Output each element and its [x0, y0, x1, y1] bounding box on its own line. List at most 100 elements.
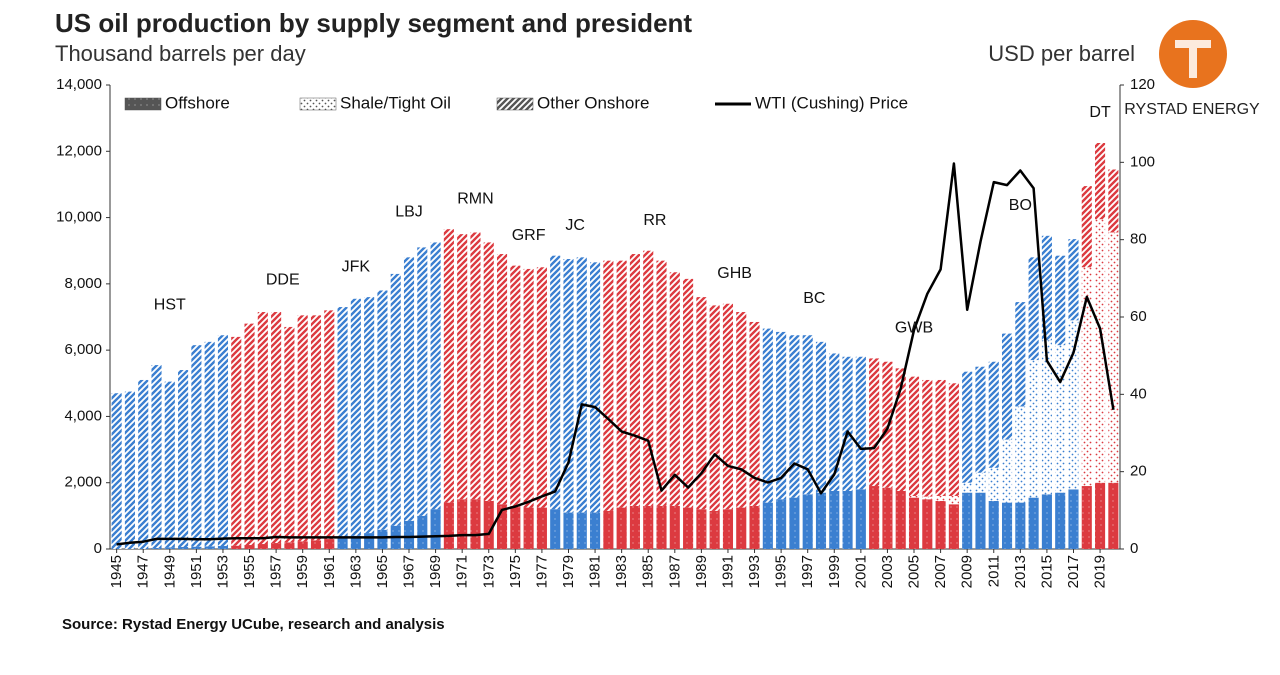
legend-label: Other Onshore: [537, 93, 649, 112]
bar-segment: [310, 540, 322, 549]
bar-segment: [217, 546, 229, 549]
bar-segment: [417, 247, 428, 516]
x-tick-label: 1989: [693, 555, 710, 588]
x-tick-label: 1949: [161, 555, 178, 588]
legend-swatch: [496, 97, 534, 111]
x-tick-label: 1995: [773, 555, 790, 588]
bar-segment: [776, 331, 787, 500]
x-tick-label: 1983: [613, 555, 630, 588]
bar-segment: [629, 505, 640, 549]
bar-segment: [935, 379, 946, 496]
bar-segment: [815, 341, 827, 493]
x-tick-label: 1977: [533, 555, 550, 588]
bar-segment: [151, 365, 162, 549]
bar-segment: [496, 504, 508, 549]
bar-segment: [855, 356, 866, 490]
bar-segment: [191, 345, 202, 547]
x-tick-label: 2005: [906, 555, 923, 588]
source: Source: Rystad Energy UCube, research an…: [62, 616, 445, 633]
bar-segment: [722, 303, 734, 510]
bar-segment: [350, 298, 361, 536]
bar-segment: [789, 335, 800, 498]
y-tick-label: 14,000: [56, 76, 102, 93]
x-tick-label: 1975: [507, 555, 524, 588]
bar-segment: [550, 255, 561, 510]
price-line: [116, 162, 1115, 546]
bar-segment: [257, 312, 268, 545]
bar-segment: [271, 543, 282, 549]
bar-segment: [1081, 267, 1092, 487]
bar-segment: [869, 486, 880, 549]
bar-segment: [417, 515, 428, 549]
bar-segment: [1068, 489, 1079, 549]
logo-mark: [1175, 40, 1211, 78]
x-tick-label: 2003: [879, 555, 896, 588]
bar-segment: [1108, 232, 1119, 483]
y-tick-label: 4,000: [64, 407, 102, 424]
president-label: BC: [803, 290, 825, 307]
bar-segment: [935, 495, 946, 501]
bar-segment: [962, 492, 973, 549]
bar-segment: [762, 502, 773, 549]
y-tick-label: 6,000: [64, 341, 102, 358]
legend-label: Shale/Tight Oil: [340, 93, 451, 112]
bar-segment: [310, 315, 322, 541]
bar-segment: [1015, 502, 1026, 549]
bar-segment: [749, 505, 760, 549]
legend-swatch: [124, 97, 162, 111]
bar-segment: [284, 542, 295, 549]
bar-segment: [297, 541, 308, 549]
bar-segment: [377, 290, 388, 530]
bar-segment: [975, 472, 986, 493]
bar-segment: [988, 361, 999, 468]
x-tick-label: 1979: [560, 555, 577, 588]
president-label: GWB: [895, 320, 933, 337]
logo: [1159, 20, 1227, 88]
bar-segment: [948, 495, 959, 505]
y2-axis-title: USD per barrel: [988, 41, 1135, 66]
bar-segment: [443, 502, 454, 549]
x-tick-label: 1985: [640, 555, 657, 588]
x-tick-label: 1973: [480, 555, 497, 588]
bar-segment: [802, 494, 813, 549]
bar-segment: [430, 242, 441, 510]
bar-segment: [1055, 255, 1066, 346]
president-label: DDE: [266, 272, 300, 289]
bar-segment: [696, 297, 707, 510]
president-label: JC: [565, 217, 585, 234]
bar-segment: [457, 499, 468, 549]
bar-segment: [1028, 360, 1039, 498]
bar-segment: [829, 353, 840, 491]
bar-segment: [470, 232, 481, 500]
bar-segment: [337, 307, 348, 538]
bar-segment: [536, 507, 547, 549]
x-tick-label: 1981: [587, 555, 604, 588]
bar-segment: [656, 505, 667, 549]
bar-segment: [962, 482, 973, 493]
x-tick-label: 1969: [427, 555, 444, 588]
bar-segment: [231, 336, 242, 546]
bar-segment: [324, 310, 335, 540]
bar-segment: [1001, 502, 1013, 549]
bar-segment: [908, 376, 920, 496]
bar-segment: [736, 312, 747, 508]
bar-segment: [1015, 302, 1026, 407]
bar-segment: [988, 467, 999, 501]
bar-segment: [337, 537, 348, 549]
bar-segment: [935, 500, 946, 549]
y2-tick-label: 40: [1130, 385, 1147, 402]
bar-segment: [443, 229, 454, 503]
x-tick-label: 1955: [241, 555, 258, 588]
bar-segment: [656, 260, 667, 506]
bar-segment: [643, 250, 654, 506]
bar-segment: [922, 496, 933, 500]
bar-segment: [191, 546, 202, 549]
bar-segment: [523, 268, 534, 508]
bar-segment: [271, 312, 282, 544]
x-tick-label: 1951: [188, 555, 205, 588]
bar-segment: [802, 335, 813, 495]
bar-segment: [882, 487, 893, 549]
bar-segment: [975, 492, 986, 549]
x-tick-label: 2007: [932, 555, 949, 588]
